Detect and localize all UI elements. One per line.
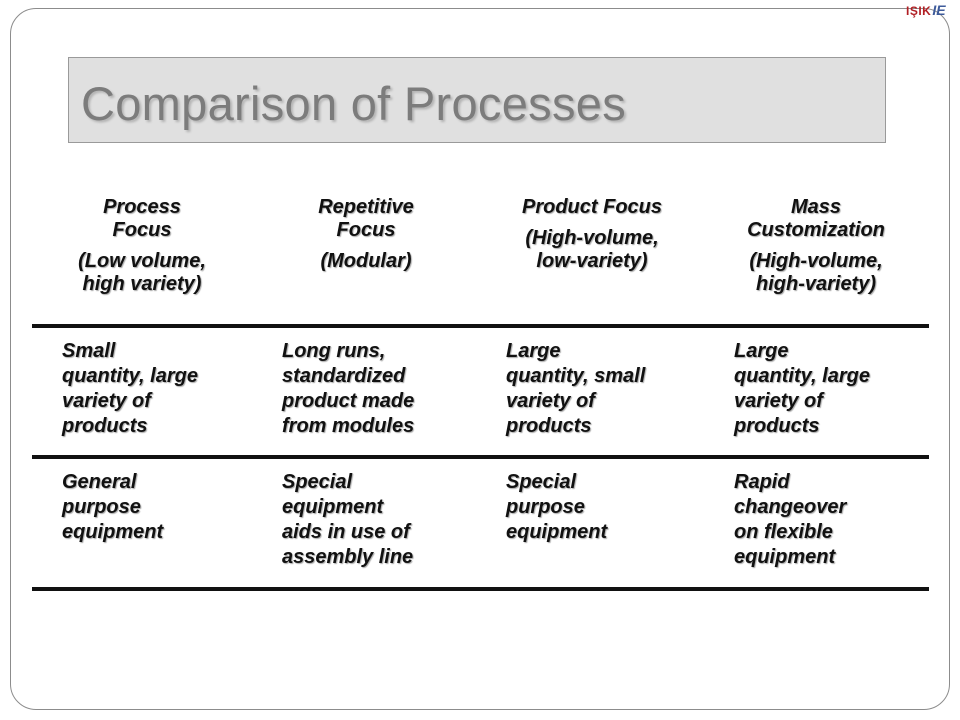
table-cell-equipment-repetitive: Special equipment aids in use of assembl…	[282, 471, 414, 568]
table-cell-equipment-process: General purpose equipment	[62, 471, 164, 543]
header-mass-customization: Mass Customization (High-volume, high-va…	[714, 196, 918, 296]
logo-brand: IŞIK	[906, 4, 932, 18]
header-subtitle: (High-volume, high-variety)	[749, 250, 883, 295]
header-repetitive-focus: Repetitive Focus (Modular)	[276, 196, 456, 273]
header-subtitle: (High-volume, low-variety)	[525, 227, 659, 272]
table-cell-equipment-mass: Rapid changeover on flexible equipment	[734, 471, 847, 568]
table-cell-volume-product: Large quantity, small variety of product…	[506, 340, 646, 437]
table-cell-volume-mass: Large quantity, large variety of product…	[734, 340, 870, 437]
header-name: Process Focus	[103, 196, 181, 241]
slide-title: Comparison of Processes	[81, 77, 627, 130]
table-rule-middle	[32, 455, 929, 459]
header-name: Product Focus	[521, 196, 662, 218]
isik-ie-logo: IŞIK IE	[906, 2, 946, 20]
table-cell-volume-repetitive: Long runs, standardized product made fro…	[282, 340, 415, 437]
title-banner: Comparison of Processes	[68, 57, 886, 143]
header-name: Mass Customization	[747, 196, 885, 241]
table-rule-top	[32, 324, 929, 328]
header-subtitle: (Low volume, high variety)	[78, 250, 206, 295]
table-cell-volume-process: Small quantity, large variety of product…	[62, 340, 198, 437]
table-rule-bottom	[32, 587, 929, 591]
header-name: Repetitive Focus	[318, 196, 414, 241]
header-product-focus: Product Focus (High-volume, low-variety)	[492, 196, 692, 273]
header-subtitle: (Modular)	[320, 250, 412, 272]
logo-dept: IE	[932, 2, 946, 18]
table-cell-equipment-product: Special purpose equipment	[506, 471, 608, 543]
header-process-focus: Process Focus (Low volume, high variety)	[52, 196, 232, 296]
